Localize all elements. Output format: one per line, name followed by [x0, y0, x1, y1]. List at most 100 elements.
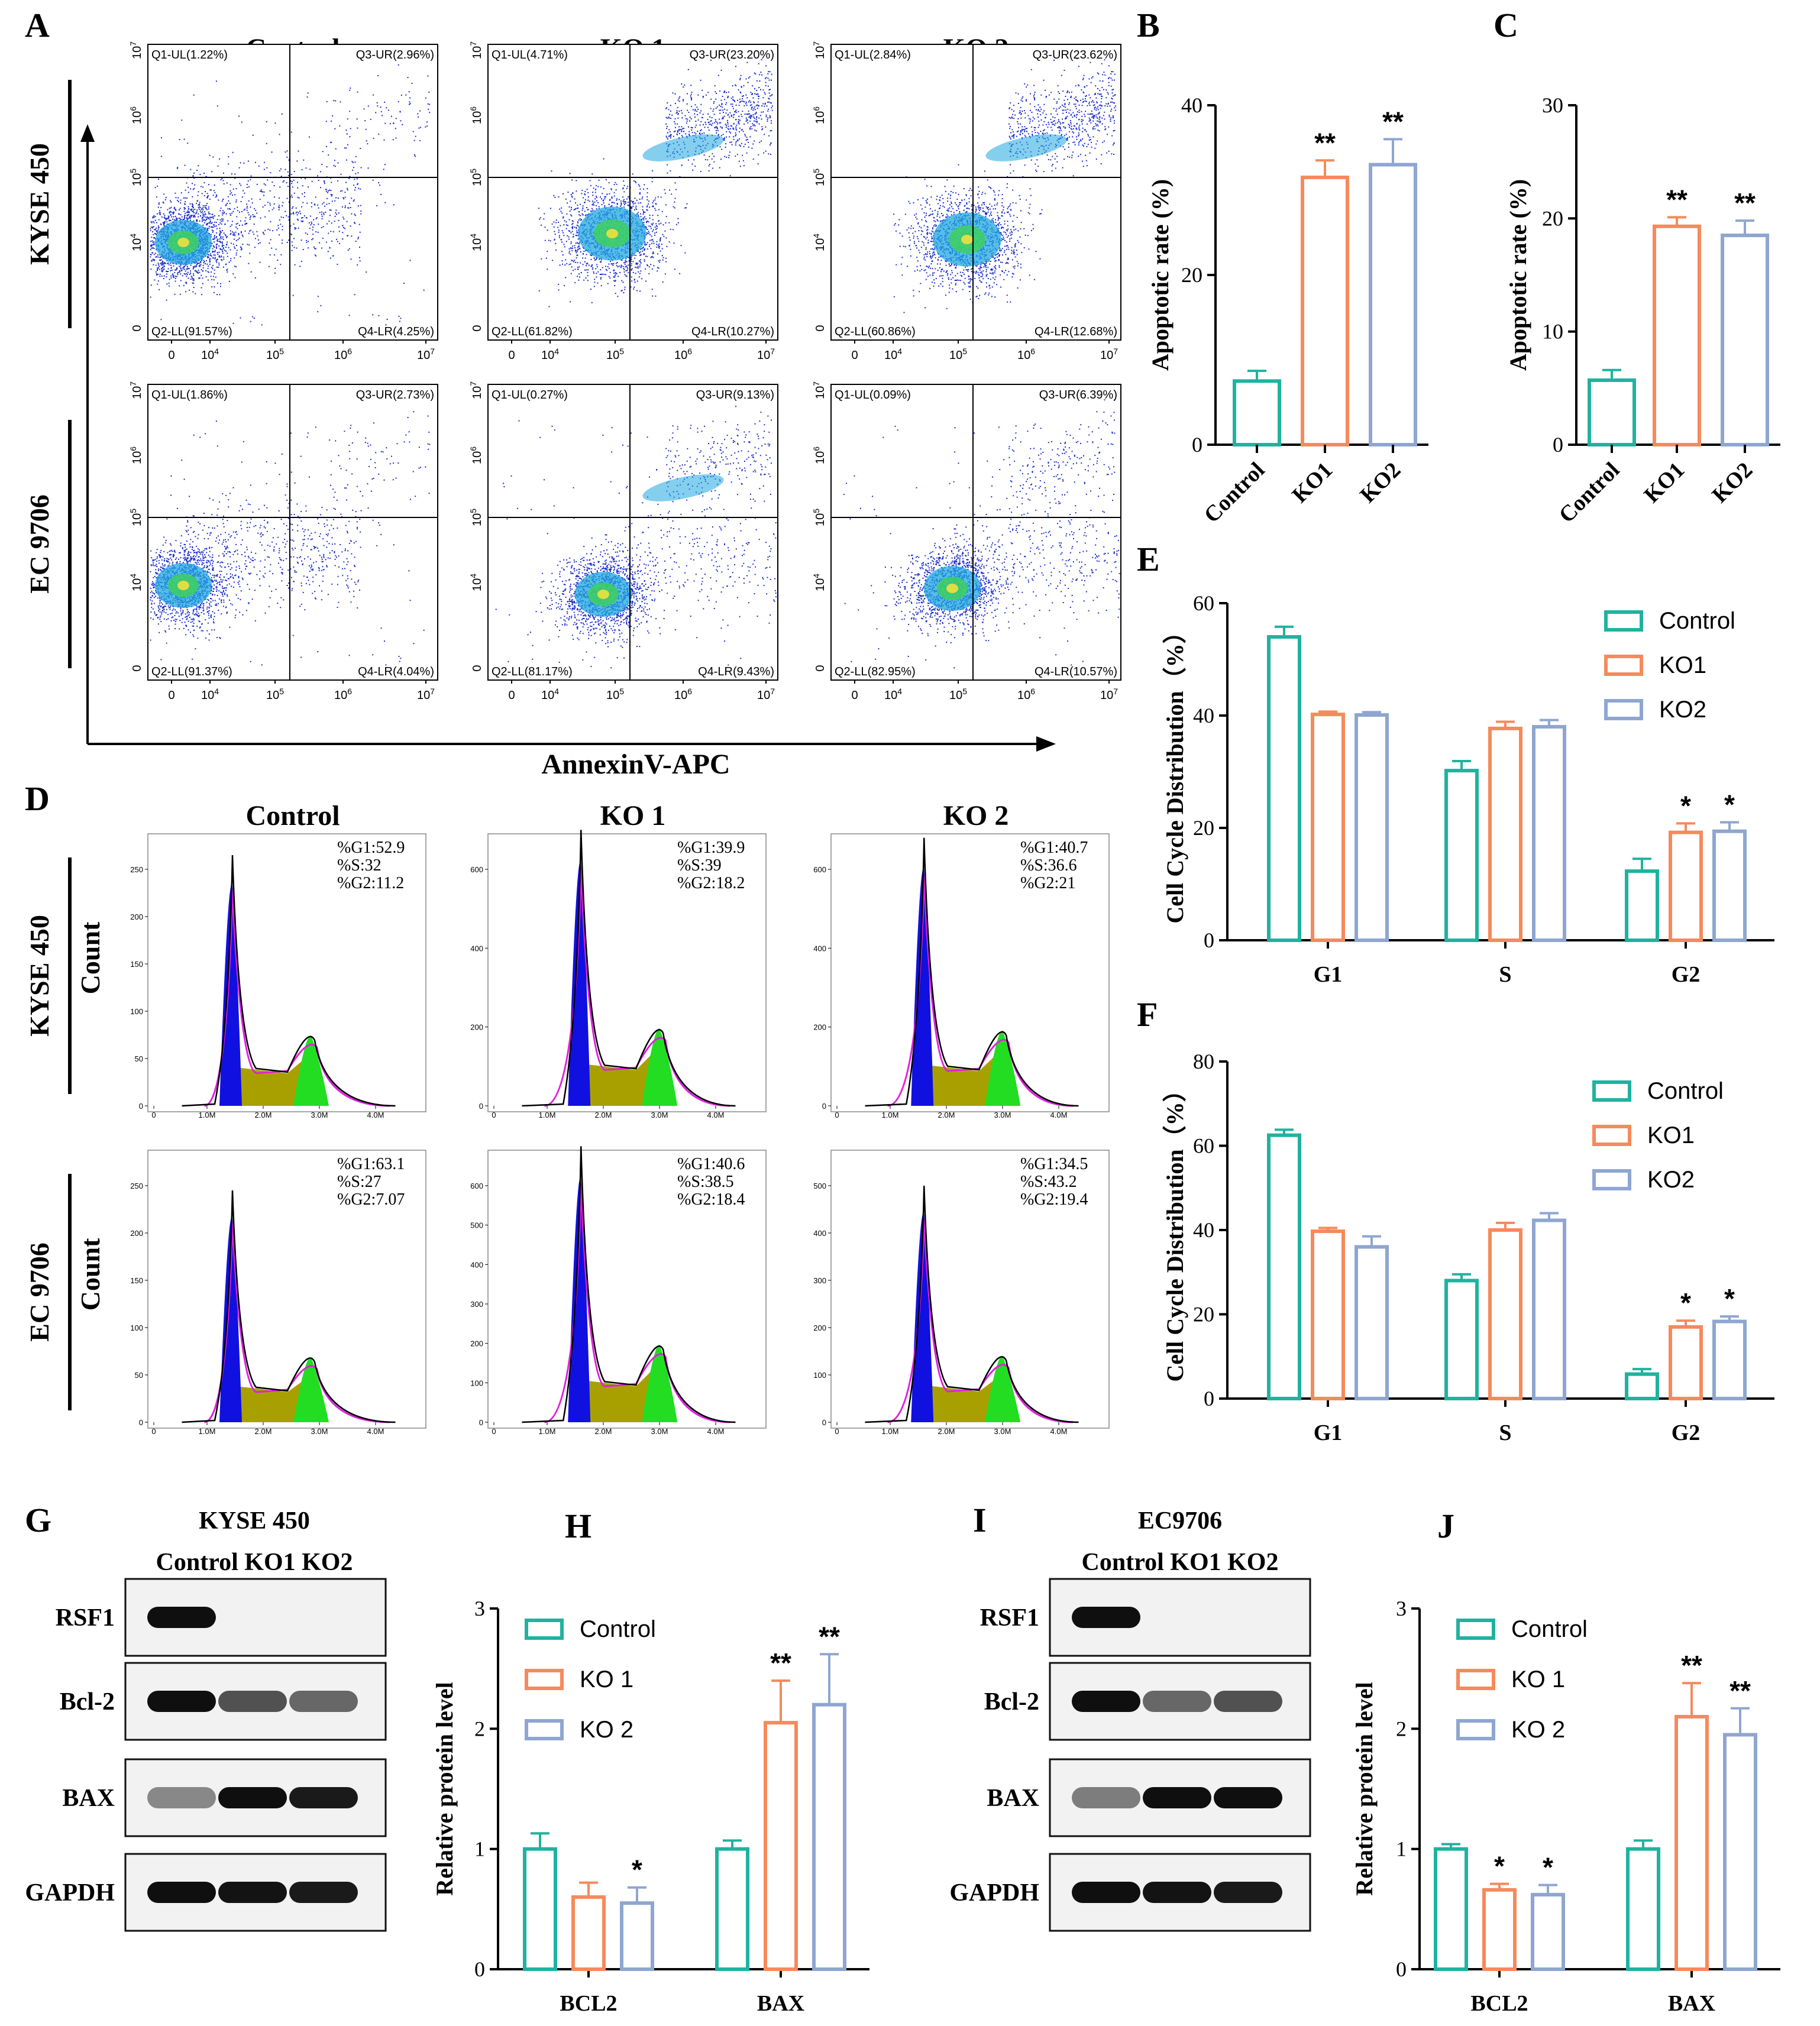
- legend-swatch: [1456, 1619, 1495, 1640]
- protein-band: [218, 1882, 287, 1903]
- bar: [1301, 175, 1349, 446]
- quadrant-ll-label: Q2-LL(91.37%): [151, 665, 232, 678]
- x-tick-label: 4.0M: [707, 1427, 725, 1436]
- x-tick-label: 0: [492, 1427, 496, 1436]
- y-tick-label: 100: [130, 1007, 143, 1016]
- x-category-label: S: [1499, 962, 1511, 987]
- y-tick-label: 0: [479, 1102, 483, 1111]
- protein-band: [1214, 1787, 1282, 1808]
- panel-letter-f: F: [1137, 995, 1158, 1034]
- bar: [764, 1721, 798, 1972]
- y-tick-label: 0: [1553, 433, 1563, 457]
- x-category-label: G1: [1314, 962, 1343, 987]
- cell-cycle-stat: %G1:39.9: [677, 839, 745, 857]
- quadrant-ll-label: Q2-LL(60.86%): [835, 325, 916, 338]
- dot-cloud: [150, 64, 431, 326]
- histogram-column-title: KO 2: [943, 800, 1009, 831]
- y-tick-label: 300: [470, 1300, 483, 1309]
- bar: [1712, 1319, 1747, 1401]
- blot-lane-labels: Control KO1 KO2: [156, 1549, 353, 1576]
- y-tick-label: 20: [1181, 263, 1202, 287]
- y-tick-label: 200: [470, 1339, 483, 1348]
- bar: [1669, 1325, 1703, 1400]
- cell-cycle-stat: %S:32: [337, 856, 382, 875]
- plot-frame: [830, 44, 1121, 341]
- y-tick-label: 0: [814, 665, 827, 671]
- density-core-yellow: [177, 581, 189, 590]
- x-category-label: G2: [1672, 962, 1701, 987]
- quadrant-ll-label: Q2-LL(81.17%): [492, 665, 573, 678]
- protein-band: [147, 1882, 216, 1903]
- legend-swatch: [525, 1619, 564, 1640]
- protein-label: RSF1: [56, 1604, 115, 1632]
- plot-frame: [830, 384, 1121, 681]
- flow-dot-plot: Q1-UL(1.22%) Q3-UR(2.96%) Q2-LL(91.57%) Q4-…: [128, 41, 438, 362]
- cell-cycle-histogram: 0 100 200 300 400 500 600 0 1.0M 2.0M 3.0M 4.0M %G1:…: [470, 1146, 767, 1436]
- density-core-yellow: [946, 584, 958, 593]
- y-tick-label: 30: [1542, 93, 1563, 117]
- legend-swatch: [1604, 699, 1643, 720]
- x-tick-label: 3.0M: [994, 1427, 1011, 1436]
- y-tick-label: 50: [135, 1054, 143, 1063]
- x-tick-label: 105: [266, 687, 284, 702]
- y-tick-label: 100: [130, 1323, 143, 1332]
- y-axis-label: Apoptotic rate (%): [1505, 179, 1531, 371]
- cell-cycle-histogram: 0 100 200 300 400 500 0 1.0M 2.0M 3.0M 4.0M %G1:34.…: [813, 1150, 1110, 1436]
- y-tick-label: 400: [470, 944, 483, 953]
- g2-phase-area: [985, 1030, 1021, 1106]
- histogram-outline: [182, 855, 396, 1107]
- y-tick-label: 20: [1542, 206, 1563, 230]
- y-tick-label: 3: [474, 1597, 485, 1620]
- y-tick-label: 3: [1396, 1597, 1407, 1620]
- bar: [812, 1703, 846, 1972]
- legend-swatch: [1604, 655, 1643, 676]
- y-tick-label: 200: [813, 1023, 826, 1032]
- legend-swatch: [1456, 1669, 1495, 1690]
- dot-cloud: [893, 58, 1116, 313]
- quadrant-lr-label: Q4-LR(4.25%): [358, 325, 434, 338]
- protein-label: BAX: [987, 1785, 1039, 1812]
- x-tick-label: 1.0M: [199, 1427, 216, 1436]
- x-axis-arrowhead: [1036, 736, 1056, 752]
- legend-swatch: [1604, 610, 1643, 632]
- y-tick-label: 200: [813, 1323, 826, 1332]
- bar: [1267, 635, 1301, 942]
- flow-row-title: KYSE 450: [24, 143, 54, 265]
- protein-band: [1072, 1607, 1140, 1628]
- protein-band: [1143, 1882, 1211, 1903]
- cell-cycle-stat: %G2:19.4: [1020, 1190, 1088, 1209]
- legend-label: Control: [1511, 1616, 1588, 1642]
- x-tick-label: 107: [1100, 687, 1118, 702]
- flow-dot-plot: Q1-UL(2.84%) Q3-UR(23.62%) Q2-LL(60.86%) Q4…: [812, 41, 1121, 362]
- cell-cycle-stat: %G2:7.07: [337, 1190, 405, 1209]
- y-tick-label: 20: [1193, 816, 1214, 840]
- g1-phase-area: [911, 1213, 934, 1422]
- y-tick-label: 0: [822, 1418, 826, 1427]
- significance-marker: *: [1680, 790, 1691, 821]
- quadrant-ur-label: Q3-UR(2.73%): [356, 389, 434, 402]
- western-blot: KYSE 450 Control KO1 KO2 RSF1 Bcl-2 BAX GAPDH: [25, 1507, 387, 1932]
- protein-band: [1072, 1691, 1140, 1712]
- y-tick-label: 40: [1193, 704, 1214, 727]
- bar: [1482, 1888, 1517, 1972]
- bar: [1625, 869, 1659, 943]
- y-tick-label: 107: [812, 381, 827, 399]
- x-tick-label: 3.0M: [311, 1427, 328, 1436]
- bar: [620, 1901, 654, 1972]
- quadrant-ll-label: Q2-LL(91.57%): [151, 325, 232, 338]
- cell-cycle-stat: %G1:63.1: [337, 1155, 405, 1173]
- bar: [1311, 713, 1345, 942]
- model-fit-line: [887, 1218, 1074, 1423]
- panel-letter-j: J: [1437, 1507, 1454, 1545]
- x-tick-label: 1.0M: [539, 1427, 556, 1436]
- x-tick-label: 0: [168, 689, 174, 702]
- dot-cloud: [843, 399, 1120, 669]
- histogram-row-title: EC 9706: [24, 1242, 54, 1341]
- significance-marker: **: [770, 1648, 791, 1678]
- significance-marker: *: [1680, 1287, 1691, 1318]
- cell-cycle-histogram: 0 200 400 600 0 1.0M 2.0M 3.0M 4.0M %G1:40.7%S:36…: [813, 833, 1110, 1119]
- y-tick-label: 40: [1181, 93, 1202, 117]
- cell-cycle-stat: %G1:40.6: [677, 1155, 745, 1173]
